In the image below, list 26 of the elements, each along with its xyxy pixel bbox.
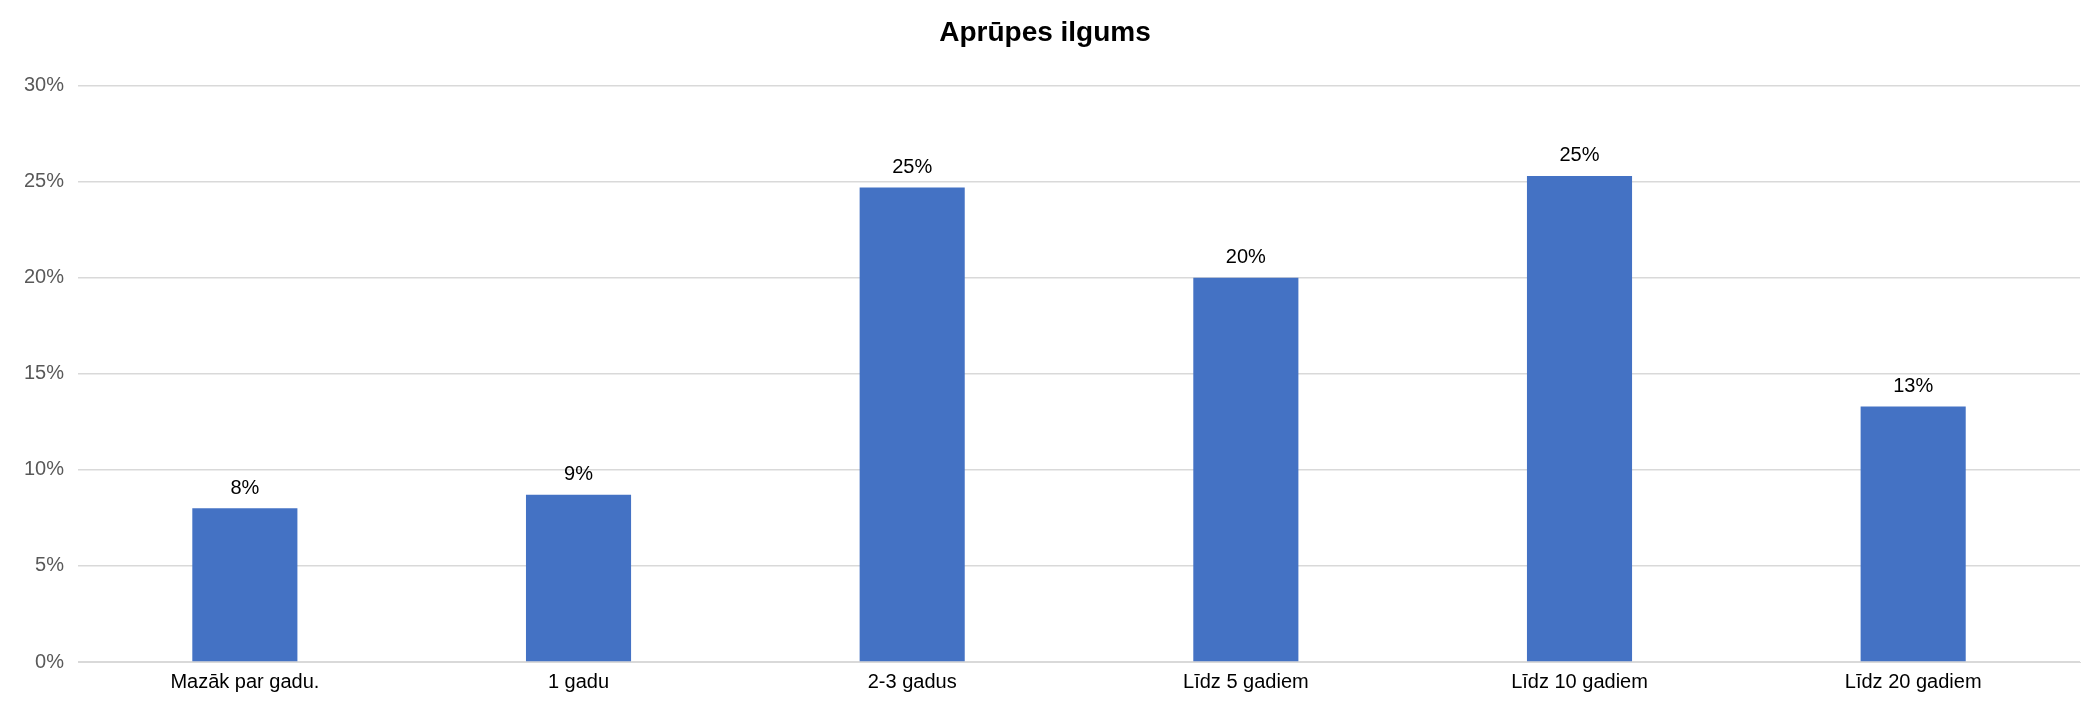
x-tick-label: Līdz 10 gadiem	[1511, 669, 1648, 692]
bar	[525, 494, 632, 662]
y-tick-label: 15%	[24, 361, 65, 384]
x-tick-label: 1 gadu	[547, 669, 610, 692]
chart-title: Aprūpes ilgums	[939, 15, 1151, 47]
bar	[192, 508, 298, 662]
data-label: 25%	[1559, 143, 1600, 166]
data-label: 13%	[1893, 373, 1934, 396]
x-tick-label: Līdz 5 gadiem	[1183, 669, 1309, 692]
y-tick-label: 25%	[24, 169, 65, 192]
x-tick-label: 2-3 gadus	[867, 669, 957, 692]
y-tick-label: 10%	[24, 457, 65, 480]
x-tick-label: Līdz 20 gadiem	[1844, 669, 1982, 692]
y-tick-label: 5%	[35, 553, 65, 576]
data-label: 20%	[1225, 245, 1267, 268]
data-label: 9%	[564, 462, 594, 485]
data-label: 8%	[230, 475, 260, 498]
bar	[859, 187, 965, 662]
data-label: 25%	[892, 154, 933, 177]
y-tick-label: 20%	[24, 265, 65, 288]
y-tick-label: 0%	[35, 649, 65, 672]
bar	[1526, 175, 1633, 662]
y-tick-label: 30%	[24, 73, 65, 96]
bar	[1193, 277, 1299, 662]
bar	[1860, 406, 1966, 662]
x-tick-label: Mazāk par gadu.	[170, 669, 320, 692]
